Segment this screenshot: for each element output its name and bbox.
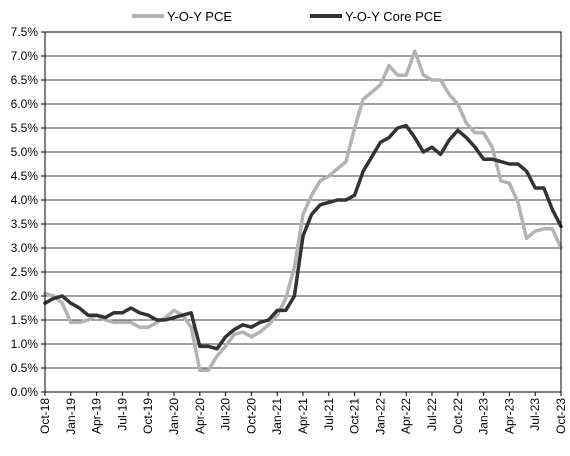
x-tick-label: Jul-23 <box>528 398 542 431</box>
legend-label-pce: Y-O-Y PCE <box>167 9 232 24</box>
y-tick-label: 2.0% <box>11 289 39 303</box>
y-tick-label: 7.0% <box>11 49 39 63</box>
x-tick-label: Jan-19 <box>64 398 78 435</box>
legend: Y-O-Y PCE Y-O-Y Core PCE <box>132 9 442 24</box>
y-axis-ticks: 0.0% 0.5% 1.0% 1.5% 2.0% 2.5% 3.0% 3.5% 4.0% 4.5%… <box>11 25 45 399</box>
x-tick-label: Oct-20 <box>244 398 258 434</box>
x-tick-label: Apr-19 <box>90 398 104 434</box>
x-tick-label: Jul-21 <box>322 398 336 431</box>
x-tick-label: Apr-20 <box>193 398 207 434</box>
y-tick-label: 5.0% <box>11 145 39 159</box>
x-tick-label: Oct-22 <box>451 398 465 434</box>
x-tick-label: Jan-21 <box>270 398 284 435</box>
y-tick-label: 4.0% <box>11 193 39 207</box>
y-tick-label: 6.0% <box>11 97 39 111</box>
x-tick-label: Oct-21 <box>348 398 362 434</box>
x-tick-label: Jul-19 <box>115 398 129 431</box>
x-axis-ticks: Oct-18 Jan-19 Apr-19 Jul-19 Oct-19 Jan-20 Apr-… <box>38 392 568 435</box>
x-tick-label: Jan-22 <box>373 398 387 435</box>
x-tick-label: Jul-20 <box>219 398 233 431</box>
series-line-pce <box>43 49 563 373</box>
x-tick-label: Oct-19 <box>141 398 155 434</box>
y-tick-label: 1.0% <box>11 337 39 351</box>
series-lines <box>43 49 563 373</box>
x-tick-label: Jan-23 <box>477 398 491 435</box>
y-tick-label: 0.5% <box>11 361 39 375</box>
series-line-core <box>43 123 563 351</box>
x-tick-label: Jan-20 <box>167 398 181 435</box>
y-tick-label: 2.5% <box>11 265 39 279</box>
y-tick-label: 1.5% <box>11 313 39 327</box>
y-tick-label: 5.5% <box>11 121 39 135</box>
x-tick-label: Apr-22 <box>399 398 413 434</box>
x-tick-label: Jul-22 <box>425 398 439 431</box>
x-tick-label: Oct-18 <box>38 398 52 434</box>
y-tick-label: 3.0% <box>11 241 39 255</box>
y-tick-label: 4.5% <box>11 169 39 183</box>
y-tick-label: 0.0% <box>11 385 39 399</box>
x-tick-label: Oct-23 <box>554 398 568 434</box>
y-tick-label: 6.5% <box>11 73 39 87</box>
y-tick-label: 7.5% <box>11 25 39 39</box>
x-tick-label: Apr-23 <box>502 398 516 434</box>
x-tick-label: Apr-21 <box>296 398 310 434</box>
y-tick-label: 3.5% <box>11 217 39 231</box>
legend-label-core: Y-O-Y Core PCE <box>345 9 442 24</box>
